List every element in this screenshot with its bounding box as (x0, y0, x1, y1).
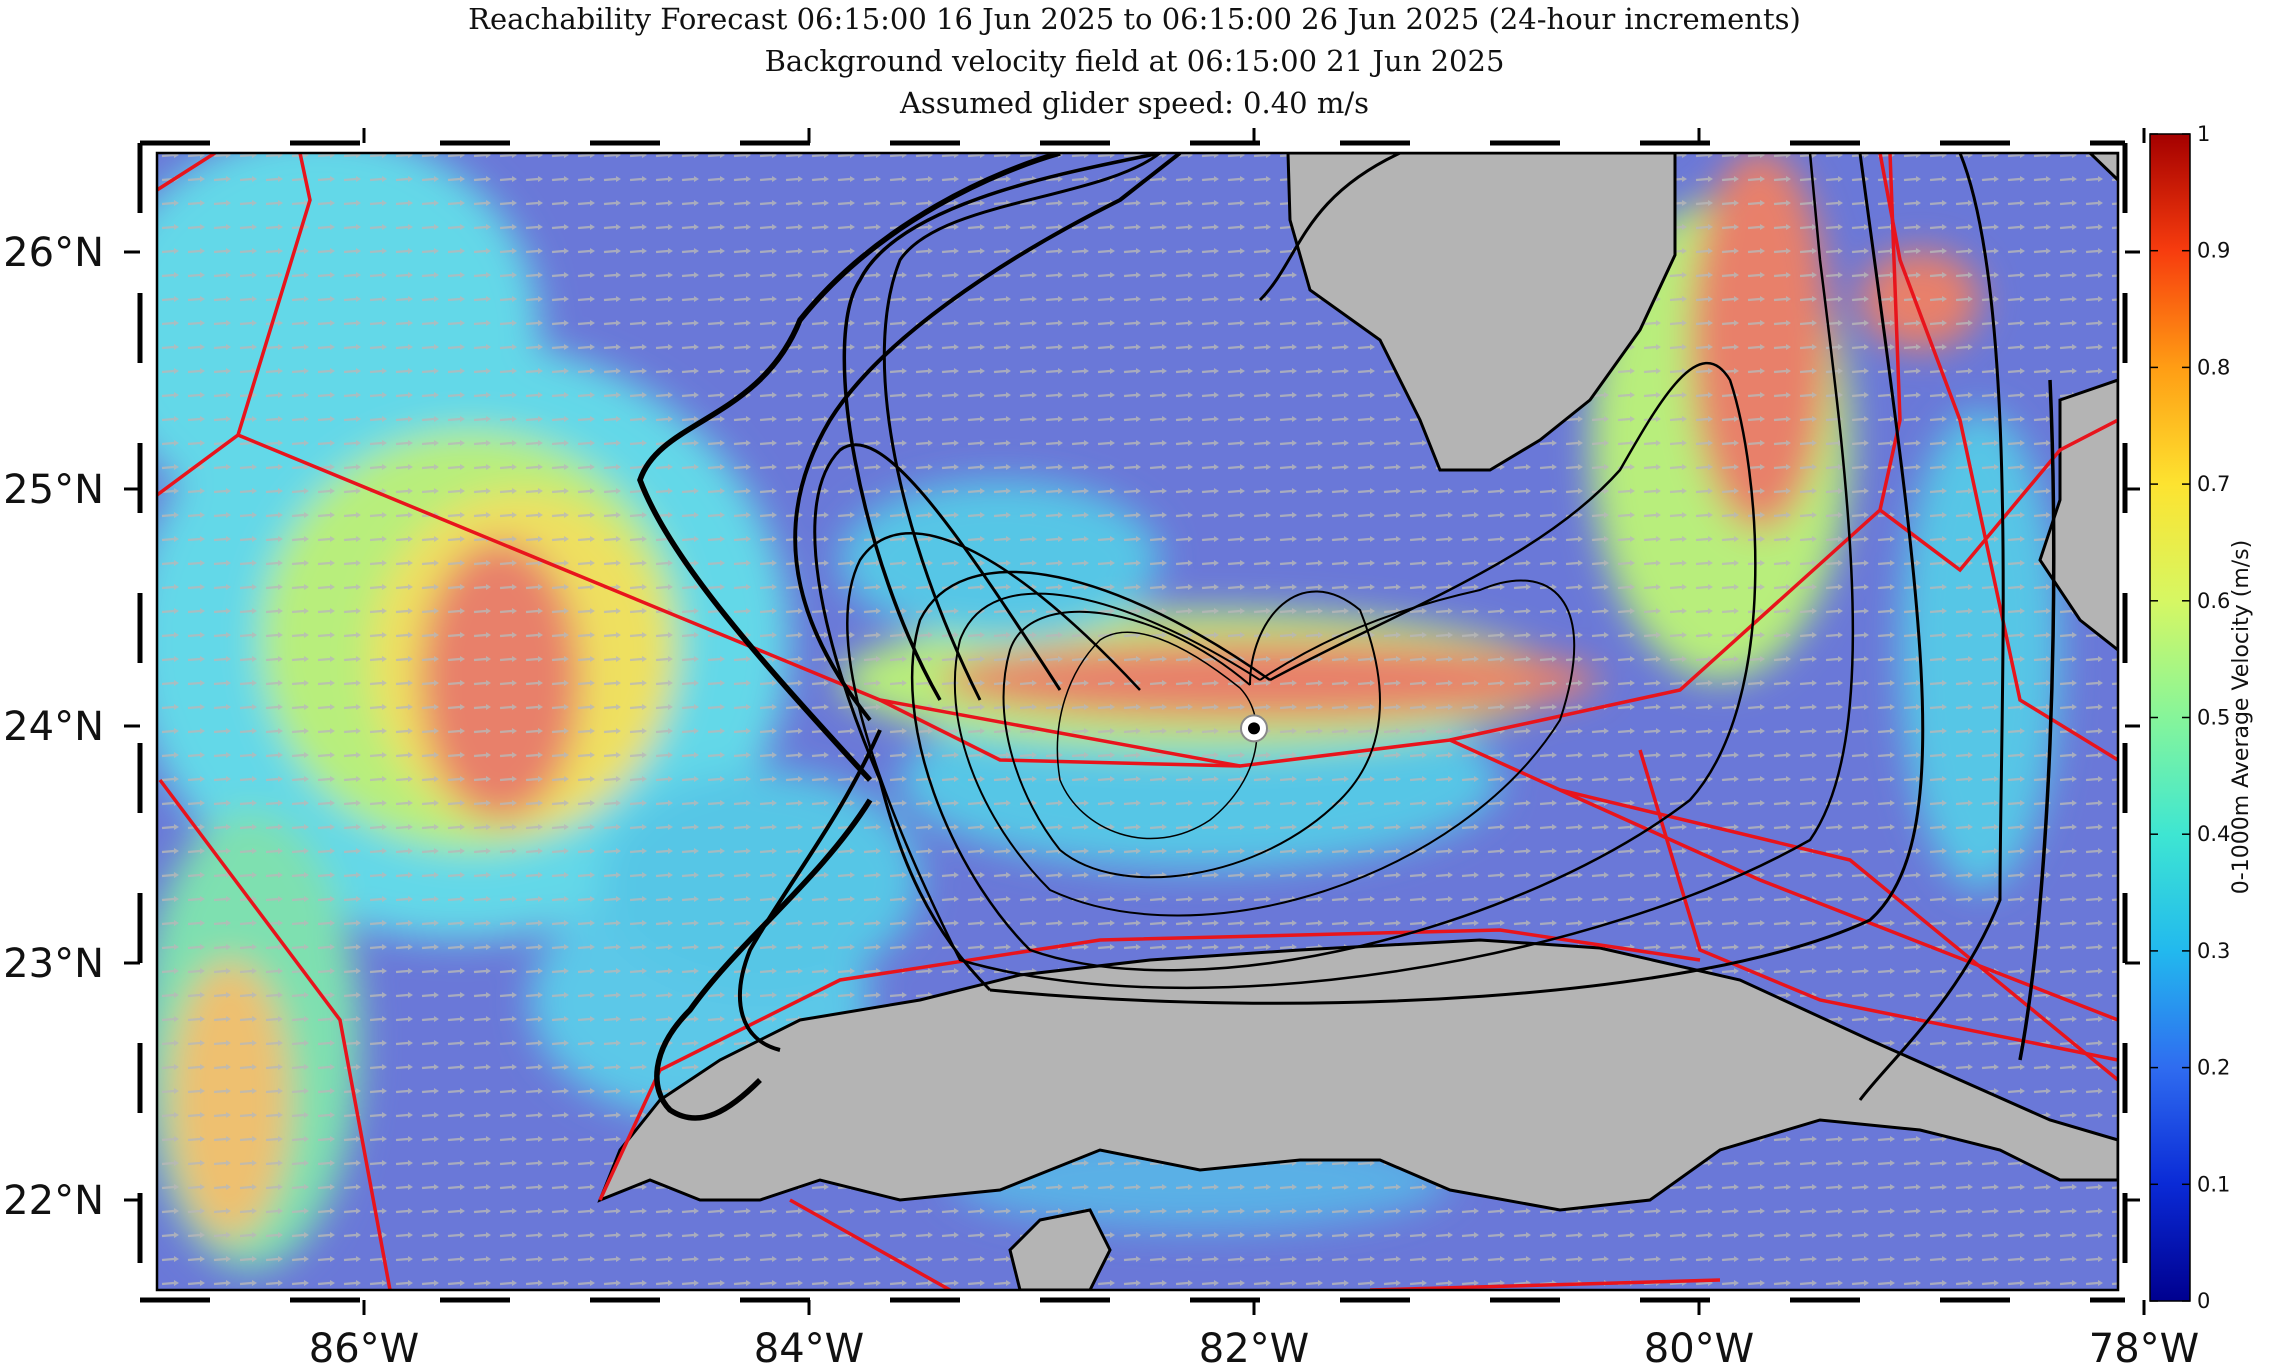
reachability-contours (637, 153, 2056, 1121)
lat-tick-label: 26°N (3, 230, 104, 276)
colorbar-tick-label: 0.7 (2197, 472, 2230, 496)
lat-tick-label: 25°N (3, 467, 104, 513)
lat-tick-label: 23°N (3, 941, 104, 987)
colorbar-tick-label: 0 (2197, 1289, 2210, 1313)
lon-tick-label: 82°W (1199, 1326, 1309, 1372)
axis-ticks: 86°W 84°W 82°W 80°W 78°W 26°N 25°N 24°N 23°N 22°N (3, 128, 2199, 1372)
colorbar-tick-label: 0.4 (2197, 822, 2230, 846)
colorbar-tick-label: 1 (2197, 122, 2210, 146)
colorbar-ticks: 0 0.1 0.2 0.3 0.4 0.5 0.6 0.7 0.8 0.9 1 (2150, 122, 2230, 1313)
region-boundaries (157, 153, 2118, 1290)
lat-tick-label: 24°N (3, 704, 104, 750)
map-frame (155, 151, 2120, 1292)
glider-position-marker (1240, 714, 1268, 743)
lon-tick-label: 78°W (2089, 1326, 2199, 1372)
colorbar-tick-label: 0.6 (2197, 589, 2230, 613)
land-masses (597, 153, 2118, 1290)
lat-tick-label: 22°N (3, 1178, 104, 1224)
title-line-2: Background velocity field at 06:15:00 21… (764, 44, 1505, 78)
velocity-field (157, 153, 2118, 1290)
colorbar-tick-label: 0.2 (2197, 1056, 2230, 1080)
colorbar-tick-label: 0.1 (2197, 1172, 2230, 1196)
title-line-3: Assumed glider speed: 0.40 m/s (899, 86, 1369, 120)
colorbar-tick-label: 0.8 (2197, 355, 2230, 379)
title-line-1: Reachability Forecast 06:15:00 16 Jun 20… (468, 2, 1801, 36)
colorbar-tick-label: 0.9 (2197, 239, 2230, 263)
lon-tick-label: 80°W (1644, 1326, 1754, 1372)
lon-tick-label: 86°W (309, 1326, 419, 1372)
lon-tick-label: 84°W (754, 1326, 864, 1372)
colorbar-label: 0-1000m Average Velocity (m/s) (2229, 540, 2254, 894)
colorbar-tick-label: 0.3 (2197, 939, 2230, 963)
colorbar-tick-label: 0.5 (2197, 706, 2230, 730)
